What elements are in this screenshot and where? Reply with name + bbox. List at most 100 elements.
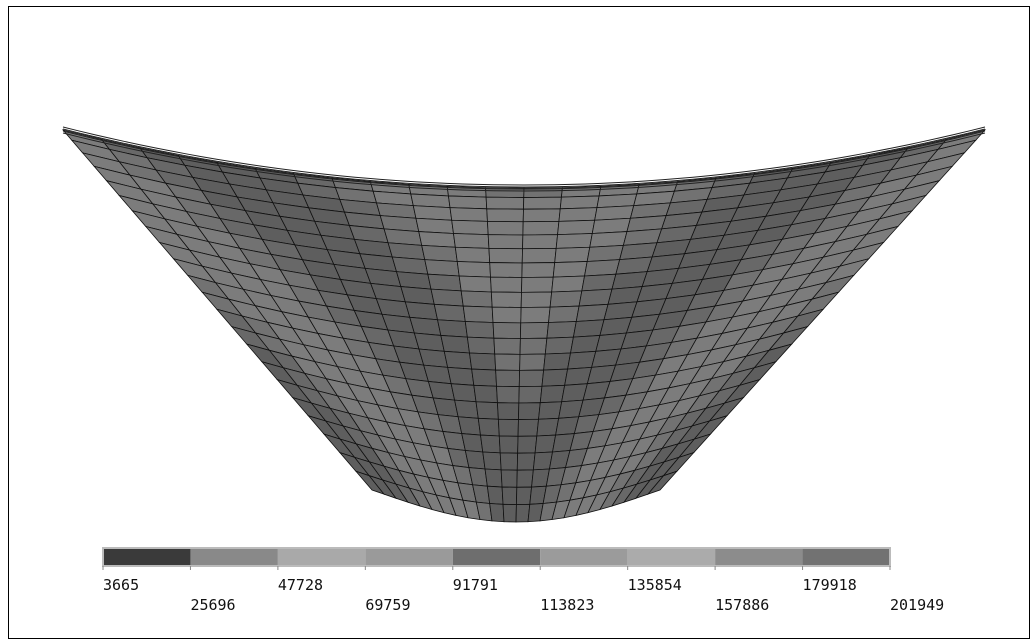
mesh-cell [487, 234, 524, 250]
mesh-cell [557, 219, 596, 236]
mesh-cell [521, 247, 557, 264]
mesh-cell [519, 353, 546, 371]
mesh-cell [518, 369, 545, 388]
mesh-cell [493, 337, 521, 355]
mesh-cell [558, 207, 598, 222]
mesh-cell [538, 401, 563, 420]
mesh-cell [589, 231, 628, 248]
legend-swatch [190, 548, 278, 566]
mesh-cell [522, 208, 561, 223]
mesh-cell [502, 503, 517, 523]
mesh-cell [555, 233, 593, 249]
mesh-cell [516, 469, 534, 488]
mesh-cell [433, 303, 466, 322]
mesh-cell [494, 353, 521, 371]
mesh-cell [464, 321, 495, 339]
mesh-cell [496, 385, 520, 404]
mesh-cell [440, 334, 470, 354]
mesh-cell [460, 290, 493, 308]
mesh-cell [572, 319, 605, 338]
mesh-cell [518, 385, 543, 404]
mesh-cell [516, 452, 536, 471]
mesh-cell [484, 468, 503, 488]
mesh-cell [552, 261, 588, 278]
mesh-cell [500, 469, 518, 488]
legend-swatch [452, 548, 541, 566]
mesh-cell [489, 503, 505, 523]
mesh-cell [591, 217, 631, 234]
legend-swatch [715, 548, 803, 566]
mesh-cell [464, 450, 486, 470]
mesh-cell [453, 233, 490, 249]
legend-swatch [540, 548, 628, 566]
mesh-cell [499, 452, 519, 471]
mesh-cell [418, 231, 456, 248]
legend-swatch [802, 548, 890, 566]
mesh-cell [458, 275, 492, 293]
legend-swatch [277, 548, 366, 566]
mesh-cell [646, 470, 679, 496]
mesh-cell [539, 384, 566, 404]
mesh-cell [469, 352, 497, 371]
mesh-cell [449, 207, 488, 222]
mesh-cell [415, 217, 454, 234]
mesh-cell [490, 276, 523, 293]
mesh-cell [551, 275, 586, 293]
mesh-cell [447, 195, 488, 210]
mesh-cell [447, 366, 475, 386]
mesh-cell [519, 322, 549, 339]
mesh-cell [430, 288, 464, 307]
mesh-cell [578, 288, 613, 307]
mesh-cell [454, 246, 491, 264]
legend-label: 135854 [628, 576, 682, 594]
mesh-cell [450, 383, 477, 403]
mesh-cell [487, 220, 524, 236]
mesh-cell [486, 208, 524, 223]
legend-label: 3665 [103, 576, 139, 594]
mesh-cell [520, 306, 551, 324]
mesh-cell [418, 348, 449, 368]
mesh-cell [485, 196, 525, 210]
legend-label: 179918 [803, 576, 857, 594]
mesh-cell [549, 290, 583, 308]
mesh-cell [489, 262, 523, 278]
mesh-cell [421, 244, 458, 262]
legend-label: 69759 [365, 596, 410, 614]
mesh-cell [541, 368, 569, 387]
mesh-cell [427, 273, 462, 292]
rim-line [62, 128, 986, 188]
mesh-cell [536, 417, 560, 437]
mesh-cell [475, 401, 499, 420]
mesh-cell [495, 369, 521, 388]
legend-swatch [365, 548, 453, 566]
mesh-cell [473, 384, 498, 404]
mesh-cell [482, 451, 502, 471]
mesh-cell [543, 352, 572, 371]
funnel-mesh [61, 126, 987, 523]
mesh-cell [520, 291, 553, 308]
rim-line [62, 126, 986, 186]
mesh-cell [521, 276, 554, 293]
mesh-cell [424, 259, 460, 277]
mesh-cell [477, 417, 500, 437]
rim-line [62, 130, 986, 190]
rim-line [62, 132, 986, 192]
mesh-cell [586, 244, 624, 262]
legend-label: 47728 [278, 576, 323, 594]
mesh-cell [491, 306, 522, 324]
mesh-cell [559, 195, 600, 210]
mesh-cell [516, 486, 533, 506]
mesh-cell [497, 418, 519, 437]
legend-label: 25696 [190, 596, 235, 614]
mesh-cell [584, 259, 621, 277]
mesh-cell [544, 336, 574, 355]
legend-border [102, 547, 891, 567]
mesh-cell [548, 305, 580, 323]
mesh-cell [443, 350, 473, 370]
mesh-cell [581, 273, 617, 292]
mesh-cell [517, 418, 539, 437]
mesh-cell [519, 337, 548, 355]
mesh-cell [497, 402, 520, 420]
mesh-cell [522, 234, 559, 250]
